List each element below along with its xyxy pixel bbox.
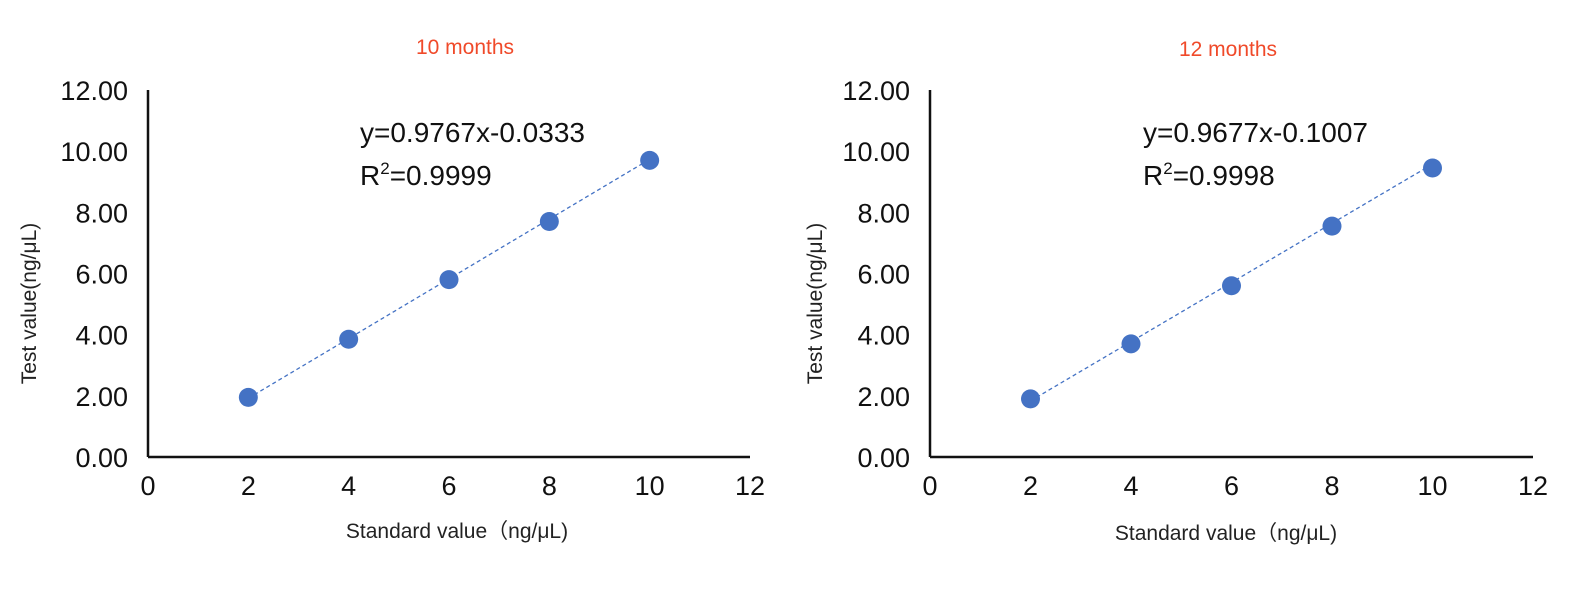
y-tick-label: 0.00: [75, 443, 128, 473]
y-axis-label: Test value(ng/μL): [804, 223, 827, 385]
y-tick-label: 6.00: [75, 260, 128, 290]
x-axis-label: Standard value（ng/μL): [1115, 522, 1337, 545]
x-tick-label: 4: [341, 471, 356, 501]
y-tick-label: 10.00: [842, 137, 910, 167]
x-tick-label: 2: [241, 471, 256, 501]
chart-title: 12 months: [1179, 38, 1277, 61]
trendline-equation: y=0.9677x-0.1007: [1143, 117, 1368, 148]
data-point: [1121, 334, 1141, 354]
data-point: [1021, 389, 1040, 409]
x-tick-label: 8: [1324, 471, 1339, 501]
x-tick-label: 0: [140, 471, 155, 501]
chart-1: 10 months 0.00 2.00 4.00 6.00 8.00 10.00 12.00 0…: [18, 36, 765, 543]
y-tick-label: 6.00: [857, 260, 910, 290]
data-point: [238, 387, 258, 407]
x-tick-label: 10: [635, 471, 665, 501]
y-tick-label: 4.00: [857, 321, 910, 351]
chart-title: 10 months: [416, 36, 514, 59]
y-tick-label: 12.00: [60, 76, 128, 106]
x-tick-label: 6: [441, 471, 456, 501]
x-tick-label: 12: [735, 471, 765, 501]
x-tick-label: 12: [1518, 471, 1548, 501]
y-tick-label: 10.00: [60, 137, 128, 167]
y-tick-label: 4.00: [75, 321, 128, 351]
x-axis-label: Standard value（ng/μL): [346, 520, 568, 543]
data-point: [1222, 276, 1241, 296]
x-tick-label: 2: [1023, 471, 1038, 501]
r-squared-label: R2=0.9998: [1143, 159, 1275, 191]
y-tick-label: 2.00: [857, 382, 910, 412]
y-tick-label: 0.00: [857, 443, 910, 473]
trendline-equation: y=0.9767x-0.0333: [360, 117, 585, 148]
x-tick-label: 8: [542, 471, 557, 501]
x-tick-label: 10: [1417, 471, 1447, 501]
data-point: [539, 212, 559, 232]
data-point: [640, 150, 660, 170]
x-tick-label: 4: [1123, 471, 1138, 501]
y-tick-label: 8.00: [75, 198, 128, 228]
x-tick-label: 0: [922, 471, 937, 501]
data-point: [1322, 216, 1342, 236]
r-squared-label: R2=0.9999: [360, 159, 492, 191]
y-tick-label: 2.00: [75, 382, 128, 412]
y-tick-label: 12.00: [842, 76, 910, 106]
y-tick-label: 8.00: [857, 198, 910, 228]
data-point: [339, 329, 359, 349]
chart-2: 12 months 0.00 2.00 4.00 6.00 8.00 10.00 12.00 0…: [804, 38, 1548, 545]
data-point: [439, 270, 459, 290]
data-point: [1423, 158, 1442, 178]
x-tick-label: 6: [1224, 471, 1239, 501]
y-axis-label: Test value(ng/μL): [18, 223, 41, 385]
